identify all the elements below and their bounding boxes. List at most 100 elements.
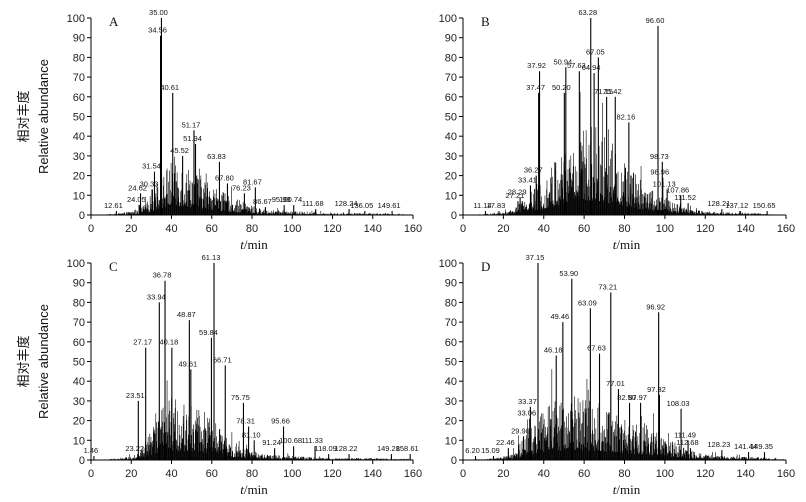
peak-label-b-18: 98.73 [650, 152, 669, 161]
peak-label-d-18: 108.03 [667, 399, 690, 408]
y-axis-label-en: Relative abundance [36, 304, 51, 419]
x-tick-label: 140 [736, 468, 754, 480]
y-tick-label: 0 [79, 210, 85, 222]
peak-label-a-7: 40.61 [160, 83, 179, 92]
peak-label-a-8: 45.52 [170, 146, 189, 155]
peak-label-d-3: 29.98 [511, 426, 530, 435]
peak-label-b-23: 128.21 [707, 199, 730, 208]
y-axis-label-cn: 相对丰度 [16, 335, 32, 387]
y-tick-label: 20 [73, 416, 85, 428]
x-tick-label: 100 [283, 468, 301, 480]
peak-label-b-5: 36.27 [524, 166, 543, 175]
peak-label-d-1: 15.09 [481, 446, 500, 455]
x-axis-label-var: t [613, 482, 617, 497]
peak-label-a-9: 51.17 [182, 120, 201, 129]
y-tick-label: 80 [73, 297, 85, 309]
peak-label-c-12: 75.75 [231, 393, 250, 402]
x-tick-label: 80 [618, 468, 630, 480]
y-tick-label: 80 [445, 52, 457, 64]
y-axis-label-cn: 相对丰度 [16, 90, 32, 142]
y-tick-label: 70 [73, 317, 85, 329]
peak-label-c-17: 100.68 [279, 436, 302, 445]
peak-label-c-14: 81.10 [242, 430, 261, 439]
peak-label-b-10: 57.63 [567, 61, 586, 70]
y-tick-label: 0 [451, 455, 457, 467]
y-tick-label: 70 [445, 72, 457, 84]
x-tick-label: 60 [206, 468, 218, 480]
x-axis-label: t/min [240, 482, 268, 497]
y-tick-label: 90 [445, 278, 457, 290]
y-tick-label: 60 [73, 92, 85, 104]
peak-label-c-13: 78.31 [236, 417, 255, 426]
y-tick-label: 20 [445, 416, 457, 428]
peak-label-d-22: 141.44 [734, 442, 757, 451]
x-tick-label: 20 [497, 223, 509, 235]
y-tick-label: 30 [73, 151, 85, 163]
peak-label-b-8: 50.20 [552, 83, 571, 92]
peak-label-c-15: 91.24 [262, 438, 281, 447]
peak-label-b-13: 67.05 [586, 47, 605, 56]
peak-label-b-15: 75.42 [603, 87, 622, 96]
peak-label-d-17: 97.32 [647, 385, 666, 394]
x-tick-label: 120 [323, 468, 341, 480]
y-tick-label: 10 [445, 435, 457, 447]
peak-label-b-14: 71.15 [594, 87, 613, 96]
peak-label-c-8: 49.61 [178, 359, 197, 368]
peak-label-b-3: 28.29 [508, 187, 527, 196]
peak-label-a-1: 24.05 [127, 195, 146, 204]
peak-label-d-4: 33.06 [517, 409, 536, 418]
peak-label-a-20: 136.05 [350, 201, 373, 210]
y-tick-label: 100 [439, 258, 457, 270]
peak-label-d-20: 112.68 [676, 438, 698, 447]
y-tick-label: 90 [445, 33, 457, 45]
peak-label-d-12: 73.21 [598, 283, 617, 292]
peak-label-c-22: 158.61 [396, 444, 419, 453]
x-axis-label: t/min [613, 482, 641, 497]
peak-label-a-2: 24.62 [128, 183, 147, 192]
peak-label-c-5: 36.78 [153, 271, 172, 280]
peak-label-a-18: 111.68 [302, 199, 324, 208]
x-tick-label: 120 [696, 223, 714, 235]
peak-label-a-13: 76.23 [232, 183, 251, 192]
x-axis-label-unit: /min [244, 237, 268, 252]
x-tick-label: 80 [246, 468, 258, 480]
panel-letter: D [481, 259, 490, 274]
y-tick-label: 40 [73, 376, 85, 388]
x-tick-label: 100 [656, 223, 674, 235]
x-axis-label-unit: /min [616, 237, 640, 252]
peak-label-c-11: 66.71 [213, 355, 232, 364]
peak-label-c-3: 27.17 [133, 338, 152, 347]
y-tick-label: 50 [445, 357, 457, 369]
panel-letter: C [109, 259, 118, 274]
y-tick-label: 60 [445, 92, 457, 104]
y-tick-label: 70 [73, 72, 85, 84]
x-axis-label: t/min [240, 237, 268, 252]
peak-label-c-9: 59.84 [199, 328, 218, 337]
peak-label-b-17: 96.60 [646, 16, 665, 25]
x-axis-label-var: t [240, 482, 244, 497]
peak-label-c-6: 40.18 [159, 338, 178, 347]
x-tick-label: 160 [404, 223, 422, 235]
y-tick-label: 40 [445, 376, 457, 388]
peak-label-d-10: 63.09 [578, 298, 597, 307]
y-tick-label: 60 [73, 337, 85, 349]
y-tick-label: 0 [451, 210, 457, 222]
peak-label-d-21: 128.23 [707, 440, 730, 449]
peak-label-b-1: 17.83 [487, 201, 506, 210]
peak-label-a-21: 149.61 [378, 201, 401, 210]
peak-label-c-16: 95.66 [271, 417, 290, 426]
x-axis-label-var: t [240, 237, 244, 252]
peak-label-a-4: 31.54 [142, 162, 161, 171]
peak-label-a-16: 95.98 [272, 195, 291, 204]
y-tick-label: 100 [67, 13, 85, 25]
y-tick-label: 90 [73, 278, 85, 290]
peak-label-b-2: 27.21 [506, 191, 525, 200]
x-tick-label: 40 [538, 468, 550, 480]
peak-label-c-18: 111.33 [301, 436, 323, 445]
peak-label-d-0: 6.20 [465, 446, 480, 455]
x-tick-label: 40 [538, 223, 550, 235]
peak-label-a-3: 30.33 [140, 179, 159, 188]
x-axis-label: t/min [613, 237, 641, 252]
